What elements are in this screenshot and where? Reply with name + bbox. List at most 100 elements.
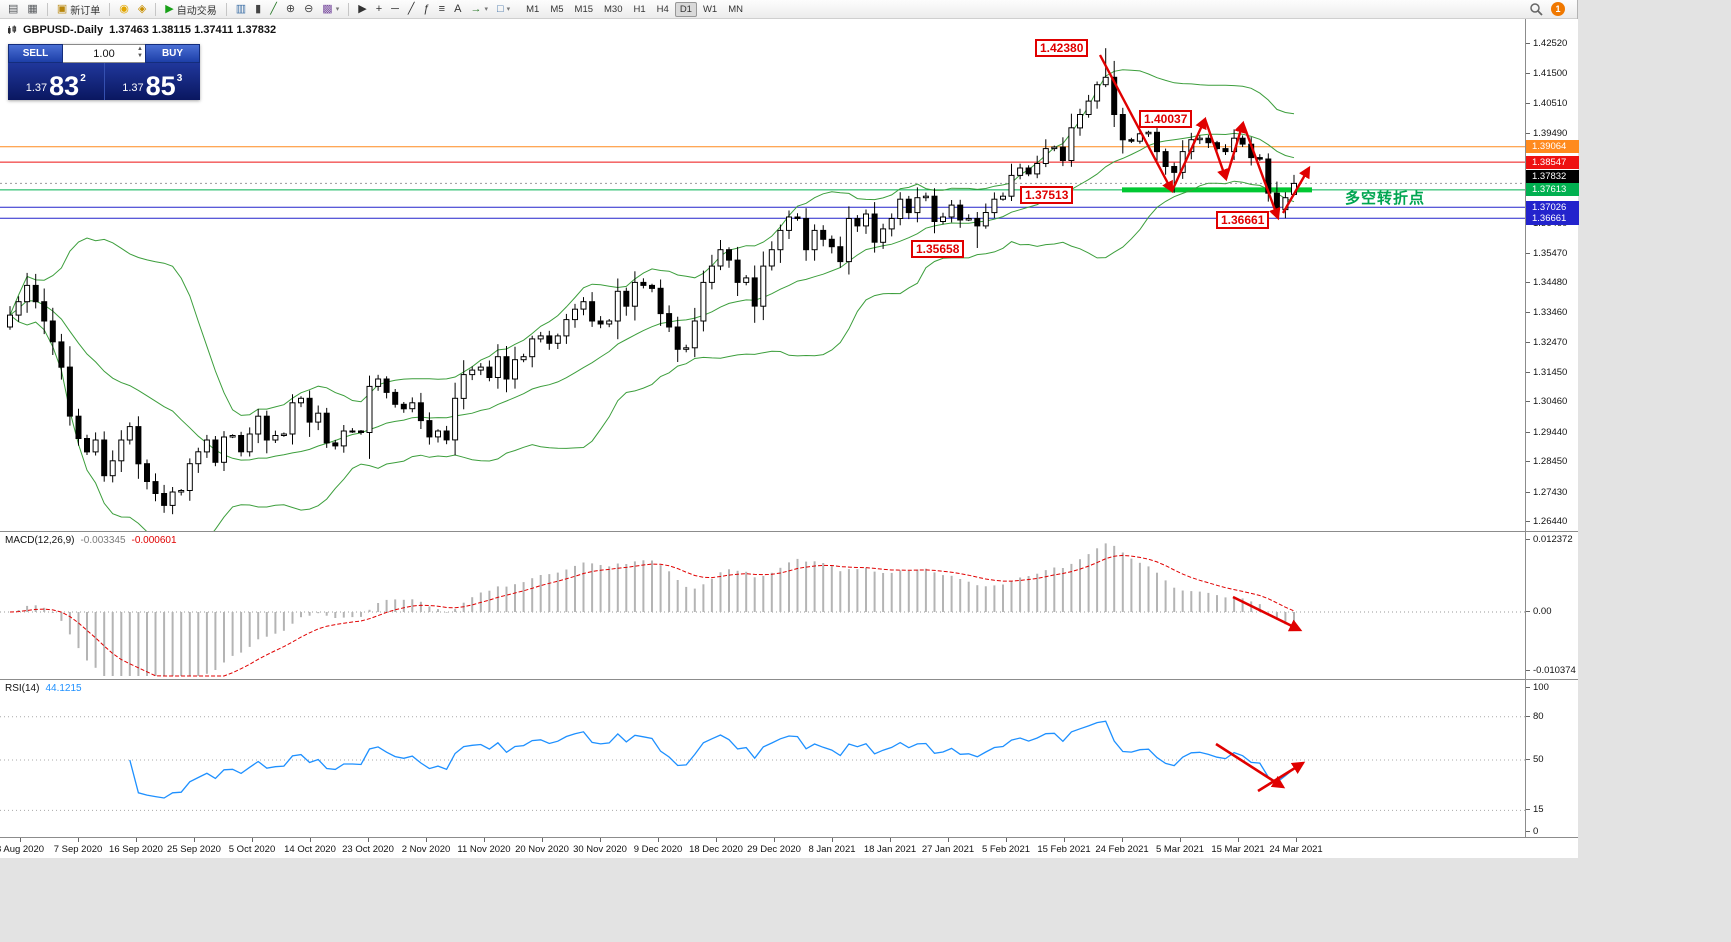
text-icon: A xyxy=(454,2,462,15)
macd-name: MACD(12,26,9) xyxy=(5,535,75,546)
sell-price-display[interactable]: 1.37 83 2 xyxy=(8,63,104,100)
time-axis-tick xyxy=(78,838,79,842)
volume-input[interactable]: 1.00 ▲ ▼ xyxy=(63,44,145,63)
time-axis-label: 24 Feb 2021 xyxy=(1095,844,1149,855)
rsi-pane[interactable]: RSI(14) 44.1215 xyxy=(0,680,1525,837)
price-callout-1.36661[interactable]: 1.36661 xyxy=(1216,211,1270,229)
timeframe-w1-button[interactable]: W1 xyxy=(702,3,718,15)
horizontal-line-button[interactable]: ─ xyxy=(387,1,403,18)
timeframe-m1-button[interactable]: M1 xyxy=(526,3,540,15)
autotrading-button-label: 自动交易 xyxy=(176,5,217,17)
time-axis[interactable]: 8 Aug 2020 7 Sep 2020 16 Sep 2020 25 Sep 20… xyxy=(0,838,1578,858)
price-divider xyxy=(103,63,105,100)
timeframe-mn-button[interactable]: MN xyxy=(728,3,743,15)
fibonacci-button[interactable]: ƒ xyxy=(420,1,434,18)
notification-badge[interactable]: 1 xyxy=(1551,2,1565,16)
timeframe-h1-button[interactable]: H1 xyxy=(633,3,646,15)
zoom-out-button[interactable]: ⊖ xyxy=(300,1,317,18)
axis-splitter xyxy=(0,837,1578,838)
crosshair-icon: + xyxy=(375,2,383,15)
pane-splitter[interactable] xyxy=(0,531,1578,532)
mt4-terminal-window: ▤ ▦ ▣ 新订单 ◉ ◈ ▶ 自动交易 ▥ ▮ ╱ ⊕ ⊖ ▩ ▾ ▶ + ─ ╱ ƒ ≡ A → ▾ □ ▾ M1 M5 M15 M… xyxy=(0,0,1579,858)
time-axis-tick xyxy=(948,838,949,842)
channels-button[interactable]: ≡ xyxy=(435,1,449,18)
time-axis-tick xyxy=(136,838,137,842)
mql5-community-icon-icon: ◉ xyxy=(119,2,129,15)
profiles-icon: ▦ xyxy=(27,2,38,15)
macd-scale-label: 0.00 xyxy=(1526,607,1552,617)
candlestick-button[interactable]: ▮ xyxy=(251,1,265,18)
pane-splitter[interactable] xyxy=(0,679,1578,680)
buy-price-prefix: 1.37 xyxy=(122,82,144,94)
time-axis-tick xyxy=(426,838,427,842)
timeframe-h4-button[interactable]: H4 xyxy=(656,3,669,15)
deposit-icon-icon: ◈ xyxy=(137,2,147,15)
line-chart-icon: ╱ xyxy=(270,2,277,15)
time-axis-label: 5 Oct 2020 xyxy=(228,844,276,855)
deposit-icon[interactable]: ◈ xyxy=(134,1,150,18)
price-level-badge-1.37026: 1.37026 xyxy=(1526,200,1579,214)
main-chart-pane[interactable]: GBPUSD-.Daily 1.37463 1.38115 1.37411 1.… xyxy=(0,19,1525,531)
main-chart-canvas[interactable] xyxy=(0,19,1525,531)
macd-pane[interactable]: MACD(12,26,9) -0.003345 -0.000601 xyxy=(0,532,1525,679)
buy-button[interactable]: BUY xyxy=(145,44,200,63)
macd-canvas[interactable] xyxy=(0,532,1525,679)
macd-main-value: -0.003345 xyxy=(80,535,126,546)
price-scale-label: 1.30460 xyxy=(1526,397,1567,407)
shapes-button[interactable]: □ ▾ xyxy=(493,1,514,18)
timeframe-m5-button[interactable]: M5 xyxy=(550,3,564,15)
zoom-in-button[interactable]: ⊕ xyxy=(282,1,299,18)
macd-signal-value: -0.000601 xyxy=(131,535,177,546)
arrows-icon: → xyxy=(470,2,482,15)
sell-price-sup: 2 xyxy=(80,73,86,84)
new-order-button[interactable]: ▣ 新订单 xyxy=(53,1,104,18)
time-axis-tick xyxy=(484,838,485,842)
price-scale-label: 1.42520 xyxy=(1526,39,1567,49)
crosshair-button[interactable]: + xyxy=(372,1,386,18)
channels-icon: ≡ xyxy=(438,2,446,15)
trendline-button[interactable]: ╱ xyxy=(404,1,419,18)
mql5-community-icon[interactable]: ◉ xyxy=(115,1,133,18)
rsi-name: RSI(14) xyxy=(5,683,40,694)
one-click-top-row: SELL 1.00 ▲ ▼ BUY xyxy=(8,44,200,63)
price-callout-1.37513[interactable]: 1.37513 xyxy=(1020,186,1074,204)
indicators-button[interactable]: ▩ ▾ xyxy=(318,1,343,18)
new-chart-button[interactable]: ▤ xyxy=(4,1,22,18)
cursor-icon: ▶ xyxy=(358,2,367,15)
search-icon[interactable] xyxy=(1529,2,1543,16)
timeframe-m15-button[interactable]: M15 xyxy=(574,3,594,15)
price-level-badge-1.36661: 1.36661 xyxy=(1526,211,1579,225)
dropdown-caret-icon: ▾ xyxy=(506,6,511,13)
price-scale[interactable]: 1.425201.415001.405101.394901.384701.374… xyxy=(1525,19,1579,838)
bar-chart-button[interactable]: ▥ xyxy=(232,1,250,18)
chart-symbol-period: GBPUSD-.Daily xyxy=(23,24,104,36)
autotrading-button[interactable]: ▶ 自动交易 xyxy=(161,1,220,18)
turning-point-label[interactable]: 多空转折点 xyxy=(1345,190,1426,207)
spinner-up-icon[interactable]: ▲ xyxy=(137,46,143,52)
toolbar-separator xyxy=(46,2,48,16)
buy-price-display[interactable]: 1.37 85 3 xyxy=(105,63,201,100)
arrows-button[interactable]: → ▾ xyxy=(466,1,492,18)
cursor-button[interactable]: ▶ xyxy=(354,1,370,18)
time-axis-label: 11 Nov 2020 xyxy=(457,844,511,855)
new-order-icon: ▣ xyxy=(56,2,68,15)
time-axis-tick xyxy=(774,838,775,842)
time-axis-label: 15 Mar 2021 xyxy=(1211,844,1265,855)
new-order-button-label: 新订单 xyxy=(70,5,101,17)
price-callout-1.40037[interactable]: 1.40037 xyxy=(1139,110,1193,128)
timeframe-d1-button[interactable]: D1 xyxy=(674,1,697,17)
fibonacci-icon: ƒ xyxy=(423,2,430,15)
sell-button[interactable]: SELL xyxy=(8,44,63,63)
text-button[interactable]: A xyxy=(450,1,465,18)
time-axis-tick xyxy=(1238,838,1239,842)
spinner-down-icon[interactable]: ▼ xyxy=(137,53,143,59)
line-chart-button[interactable]: ╱ xyxy=(266,1,281,18)
price-callout-1.42380[interactable]: 1.42380 xyxy=(1035,39,1089,57)
profiles-button[interactable]: ▦ xyxy=(23,1,41,18)
time-axis-tick xyxy=(1296,838,1297,842)
chart-window: GBPUSD-.Daily 1.37463 1.38115 1.37411 1.… xyxy=(0,19,1579,858)
rsi-canvas[interactable] xyxy=(0,680,1525,837)
price-callout-1.35658[interactable]: 1.35658 xyxy=(911,240,965,258)
timeframe-m30-button[interactable]: M30 xyxy=(604,3,623,15)
volume-spinner[interactable]: ▲ ▼ xyxy=(137,46,143,60)
